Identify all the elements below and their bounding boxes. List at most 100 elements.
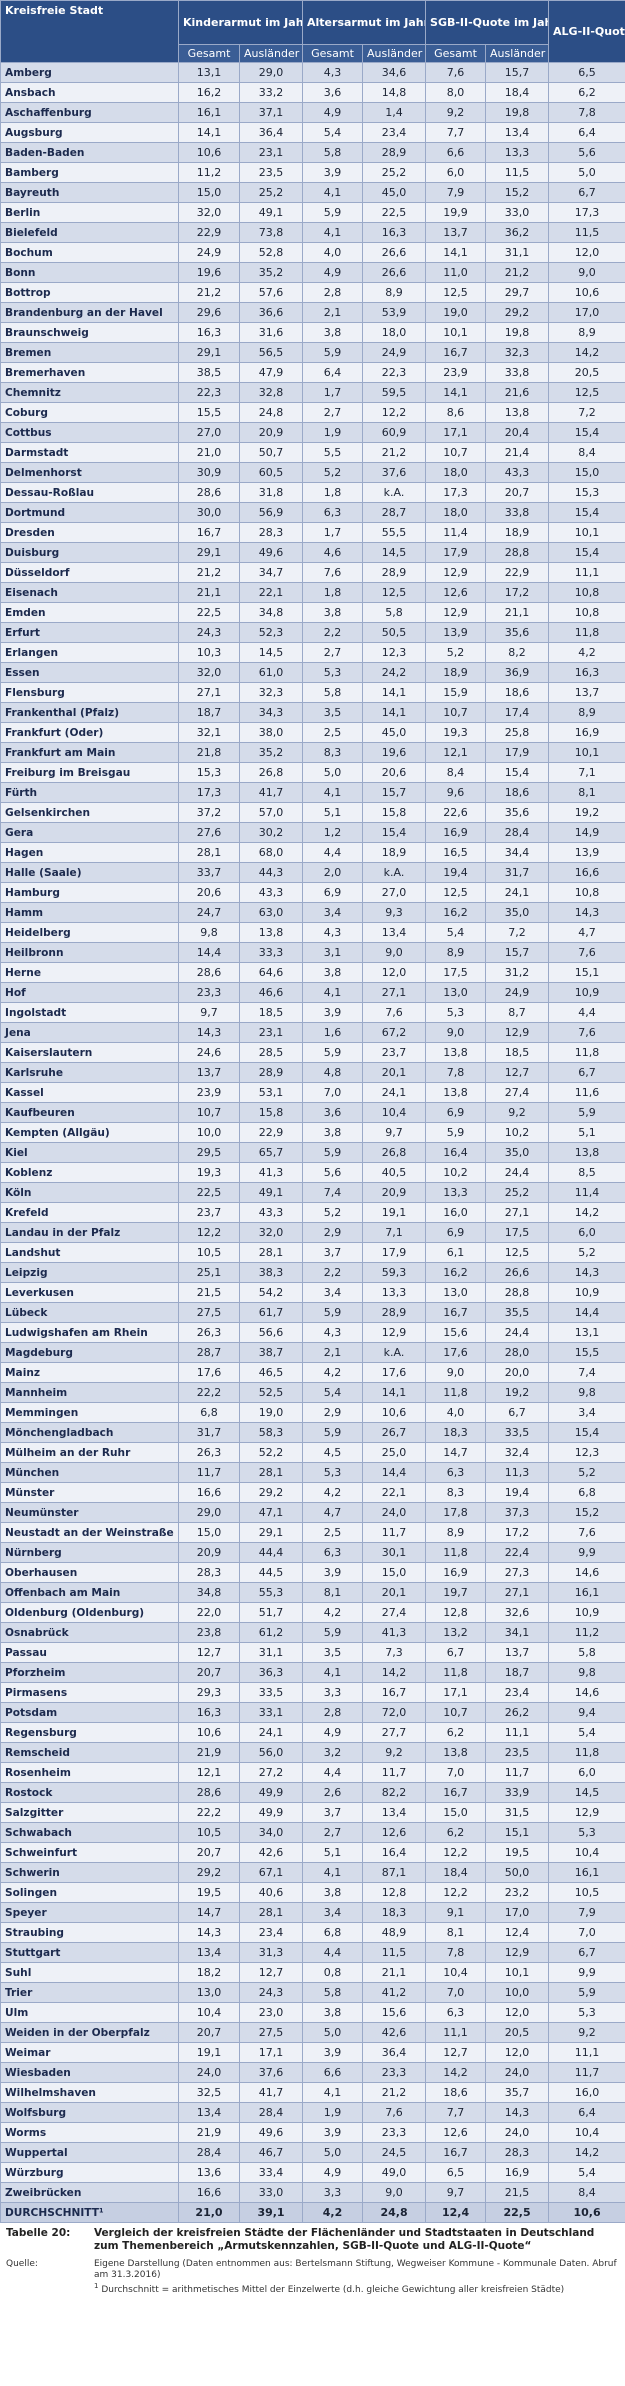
value-cell: 15,8 xyxy=(238,1102,304,1123)
city-name-cell: Darmstadt xyxy=(0,442,179,463)
city-name-cell: Pforzheim xyxy=(0,1662,179,1683)
value-cell: 28,3 xyxy=(485,2142,550,2163)
value-cell: 28,1 xyxy=(238,1242,304,1263)
city-name-cell: Amberg xyxy=(0,62,179,83)
table-row: Oberhausen 28,3 44,5 3,9 15,0 16,9 27,3 14,6 xyxy=(0,1562,625,1583)
value-cell: 3,8 xyxy=(302,322,364,343)
value-cell: 24,4 xyxy=(485,1162,550,1183)
value-cell: 8,0 xyxy=(425,82,487,103)
value-cell: 17,9 xyxy=(425,542,487,563)
value-cell: 10,1 xyxy=(485,1962,550,1983)
value-cell: 8,4 xyxy=(548,442,625,463)
city-name-cell: Dortmund xyxy=(0,502,179,523)
subheader-gesamt: Gesamt xyxy=(178,44,240,63)
value-cell: 4,8 xyxy=(302,1062,364,1083)
value-cell: 15,4 xyxy=(362,822,427,843)
city-name-cell: Osnabrück xyxy=(0,1622,179,1643)
city-name-cell: Würzburg xyxy=(0,2162,179,2183)
value-cell: 20,1 xyxy=(362,1062,427,1083)
value-cell: 15,4 xyxy=(548,422,625,443)
table-row: Jena 14,3 23,1 1,6 67,2 9,0 12,9 7,6 xyxy=(0,1022,625,1043)
value-cell: 14,5 xyxy=(548,1782,625,1803)
value-cell: 53,9 xyxy=(362,302,427,323)
value-cell: 28,8 xyxy=(485,1282,550,1303)
value-cell: 24,0 xyxy=(485,2122,550,2143)
value-cell: 33,2 xyxy=(238,82,304,103)
value-cell: 19,5 xyxy=(178,1882,240,1903)
value-cell: 12,7 xyxy=(425,2042,487,2063)
table-row: Bremen 29,1 56,5 5,9 24,9 16,7 32,3 14,2 xyxy=(0,342,625,363)
value-cell: 1,7 xyxy=(302,522,364,543)
value-cell: 25,2 xyxy=(485,1182,550,1203)
city-name-cell: Bamberg xyxy=(0,162,179,183)
value-cell: 20,9 xyxy=(178,1542,240,1563)
value-cell: 8,9 xyxy=(548,702,625,723)
table-row: Fürth 17,3 41,7 4,1 15,7 9,6 18,6 8,1 xyxy=(0,782,625,803)
value-cell: 27,7 xyxy=(362,1722,427,1743)
value-cell: 8,9 xyxy=(362,282,427,303)
value-cell: 16,2 xyxy=(425,902,487,923)
value-cell: 20,7 xyxy=(178,2022,240,2043)
value-cell: 23,3 xyxy=(178,982,240,1003)
value-cell: 11,7 xyxy=(485,1762,550,1783)
value-cell: 82,2 xyxy=(362,1782,427,1803)
value-cell: 6,4 xyxy=(302,362,364,383)
city-name-cell: Heidelberg xyxy=(0,922,179,943)
value-cell: 13,0 xyxy=(178,1982,240,2003)
table-row: Heidelberg 9,8 13,8 4,3 13,4 5,4 7,2 4,7 xyxy=(0,922,625,943)
value-cell: 11,7 xyxy=(178,1462,240,1483)
value-cell: 10,7 xyxy=(425,442,487,463)
table-row: Karlsruhe 13,7 28,9 4,8 20,1 7,8 12,7 6,7 xyxy=(0,1062,625,1083)
value-cell: 1,8 xyxy=(302,482,364,503)
value-cell: 10,7 xyxy=(425,702,487,723)
value-cell: 60,9 xyxy=(362,422,427,443)
value-cell: 35,6 xyxy=(485,622,550,643)
header-alg-ii-quote: ALG-II-Quote im Jahr 2014 (in Prozent) xyxy=(548,0,625,63)
value-cell: 34,7 xyxy=(238,562,304,583)
value-cell: 7,9 xyxy=(548,1902,625,1923)
value-cell: 5,2 xyxy=(548,1462,625,1483)
value-cell: 11,4 xyxy=(548,1182,625,1203)
value-cell: 14,6 xyxy=(548,1562,625,1583)
value-cell: 34,6 xyxy=(362,62,427,83)
city-name-cell: Kaiserslautern xyxy=(0,1042,179,1063)
city-name-cell: Halle (Saale) xyxy=(0,862,179,883)
value-cell: 6,5 xyxy=(425,2162,487,2183)
value-cell: 19,2 xyxy=(485,1382,550,1403)
city-name-cell: Offenbach am Main xyxy=(0,1582,179,1603)
value-cell: 10,0 xyxy=(178,1122,240,1143)
value-cell: 8,3 xyxy=(425,1482,487,1503)
table-row: Wiesbaden 24,0 37,6 6,6 23,3 14,2 24,0 11,7 xyxy=(0,2062,625,2083)
value-cell: 41,3 xyxy=(362,1622,427,1643)
value-cell: 4,6 xyxy=(302,542,364,563)
value-cell: 28,4 xyxy=(178,2142,240,2163)
value-cell: 8,1 xyxy=(425,1922,487,1943)
table-row: Erfurt 24,3 52,3 2,2 50,5 13,9 35,6 11,8 xyxy=(0,622,625,643)
value-cell: 21,2 xyxy=(178,562,240,583)
value-cell: 33,3 xyxy=(238,942,304,963)
value-cell: 4,4 xyxy=(548,1002,625,1023)
value-cell: 5,6 xyxy=(548,142,625,163)
value-cell: 12,7 xyxy=(238,1962,304,1983)
value-cell: 16,7 xyxy=(425,1302,487,1323)
value-cell: 4,1 xyxy=(302,2082,364,2103)
table-row: Mainz 17,6 46,5 4,2 17,6 9,0 20,0 7,4 xyxy=(0,1362,625,1383)
value-cell: 9,0 xyxy=(362,942,427,963)
table-row: Bochum 24,9 52,8 4,0 26,6 14,1 31,1 12,0 xyxy=(0,242,625,263)
table-row: Ansbach 16,2 33,2 3,6 14,8 8,0 18,4 6,2 xyxy=(0,82,625,103)
value-cell: 5,2 xyxy=(302,462,364,483)
value-cell: 13,7 xyxy=(178,1062,240,1083)
value-cell: 20,5 xyxy=(485,2022,550,2043)
value-cell: 15,0 xyxy=(178,182,240,203)
value-cell: 15,5 xyxy=(548,1342,625,1363)
city-name-cell: Landshut xyxy=(0,1242,179,1263)
value-cell: 9,2 xyxy=(425,102,487,123)
city-name-cell: Oberhausen xyxy=(0,1562,179,1583)
table-row: Leipzig 25,1 38,3 2,2 59,3 16,2 26,6 14,3 xyxy=(0,1262,625,1283)
value-cell: 13,8 xyxy=(485,402,550,423)
value-cell: 13,3 xyxy=(485,142,550,163)
value-cell: 27,4 xyxy=(485,1082,550,1103)
table-row: Wuppertal 28,4 46,7 5,0 24,5 16,7 28,3 14,2 xyxy=(0,2142,625,2163)
value-cell: 16,0 xyxy=(425,1202,487,1223)
table-row: Frankfurt am Main 21,8 35,2 8,3 19,6 12,1 17,9… xyxy=(0,742,625,763)
